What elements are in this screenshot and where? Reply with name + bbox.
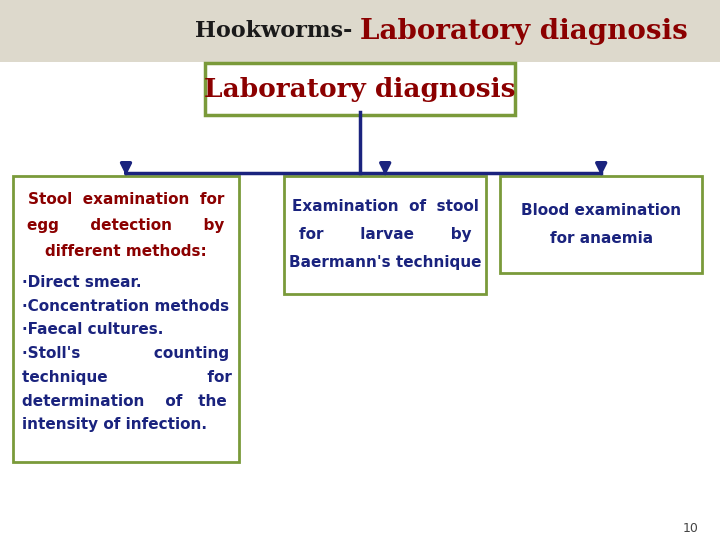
Bar	[0, 0, 720, 62]
Text: egg      detection      by: egg detection by	[27, 218, 225, 233]
Text: 10: 10	[683, 522, 698, 535]
Text: Laboratory diagnosis: Laboratory diagnosis	[360, 17, 688, 45]
Text: Blood examination: Blood examination	[521, 202, 681, 218]
Text: Baermann's technique: Baermann's technique	[289, 255, 482, 271]
Text: ·Stoll's              counting: ·Stoll's counting	[22, 346, 229, 361]
FancyBboxPatch shape	[12, 176, 239, 462]
Text: for anaemia: for anaemia	[549, 231, 653, 246]
FancyBboxPatch shape	[205, 64, 515, 115]
Text: intensity of infection.: intensity of infection.	[22, 417, 207, 433]
FancyBboxPatch shape	[500, 176, 702, 273]
Text: ·Faecal cultures.: ·Faecal cultures.	[22, 322, 163, 338]
Text: technique                   for: technique for	[22, 370, 232, 385]
Text: Laboratory diagnosis: Laboratory diagnosis	[204, 77, 516, 102]
Text: ·Concentration methods: ·Concentration methods	[22, 299, 229, 314]
Text: for       larvae       by: for larvae by	[299, 227, 472, 242]
Text: ·Direct smear.: ·Direct smear.	[22, 275, 141, 290]
Text: different methods:: different methods:	[45, 244, 207, 259]
Text: Stool  examination  for: Stool examination for	[28, 192, 224, 207]
Text: Hookworms-: Hookworms-	[195, 20, 360, 42]
Text: Examination  of  stool: Examination of stool	[292, 199, 479, 214]
Text: determination    of   the: determination of the	[22, 394, 227, 409]
FancyBboxPatch shape	[284, 176, 486, 294]
